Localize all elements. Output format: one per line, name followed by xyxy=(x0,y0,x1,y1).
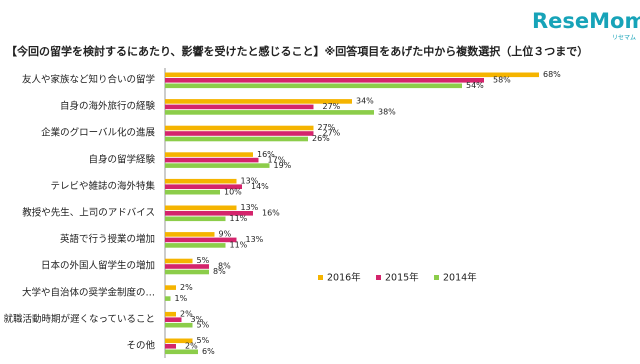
value-label: 8% xyxy=(213,267,226,276)
bar xyxy=(165,72,539,78)
value-label: 1% xyxy=(175,294,188,303)
bar xyxy=(165,317,182,322)
bar xyxy=(165,237,237,243)
value-label: 13% xyxy=(246,235,264,244)
value-label: 8% xyxy=(218,262,231,271)
value-label: 6% xyxy=(202,347,215,356)
bar xyxy=(165,131,314,136)
category-label: 企業のグローバル化の進展 xyxy=(41,127,155,139)
value-label: 16% xyxy=(257,150,275,159)
value-label: 19% xyxy=(274,161,292,170)
logo-kana: リセマム xyxy=(612,35,636,42)
value-label: 34% xyxy=(356,97,374,106)
bar xyxy=(165,269,209,275)
bar xyxy=(165,232,215,237)
value-label: 68% xyxy=(543,70,561,79)
legend-swatch xyxy=(318,275,323,280)
category-label: 日本の外国人留学生の増加 xyxy=(41,260,155,272)
bar xyxy=(165,125,314,131)
chart-title: 【今回の留学を検討するにあたり、影響を受けたと感じること】※回答項目をあげた中か… xyxy=(6,44,588,58)
value-label: 27% xyxy=(323,102,341,111)
bar xyxy=(165,184,242,189)
bar xyxy=(165,349,198,355)
bar xyxy=(165,211,253,216)
category-label: テレビや雑誌の海外特集 xyxy=(50,180,155,192)
value-label: 13% xyxy=(241,203,259,212)
bar xyxy=(165,104,314,110)
bar xyxy=(165,99,352,104)
logo: ReseMom xyxy=(532,9,640,33)
category-label: 教授や先生、上司のアドバイス xyxy=(22,207,155,219)
value-label: 5% xyxy=(197,256,210,265)
value-label: 10% xyxy=(224,187,242,196)
value-label: 2% xyxy=(180,283,193,292)
category-label: 自身の海外旅行の経験 xyxy=(60,100,156,112)
bar xyxy=(165,110,374,115)
value-label: 17% xyxy=(268,155,286,164)
value-label: 5% xyxy=(197,320,210,329)
bar xyxy=(165,322,193,328)
category-label: 就職活動時期が遅くなっていること xyxy=(3,313,155,325)
legend-label: 2016年 xyxy=(327,272,361,284)
bar xyxy=(165,243,226,248)
bar xyxy=(165,83,462,89)
bar xyxy=(165,216,226,222)
category-label: 自身の留学経験 xyxy=(88,153,155,165)
bar xyxy=(165,338,193,344)
bar xyxy=(165,285,176,290)
value-label: 54% xyxy=(466,81,484,90)
legend-label: 2015年 xyxy=(385,272,419,284)
value-label: 2% xyxy=(185,342,198,351)
legend-swatch xyxy=(434,275,439,280)
bar xyxy=(165,136,308,142)
bar xyxy=(165,264,209,269)
bar xyxy=(165,157,259,163)
value-label: 5% xyxy=(197,336,210,345)
value-label: 27% xyxy=(323,129,341,138)
legend-label: 2014年 xyxy=(443,272,477,284)
bar xyxy=(165,189,220,195)
value-label: 11% xyxy=(230,241,248,250)
bar xyxy=(165,78,484,83)
value-label: 13% xyxy=(241,176,259,185)
category-label: 友人や家族など知り合いの留学 xyxy=(22,74,155,86)
value-label: 58% xyxy=(493,76,511,85)
value-label: 27% xyxy=(318,123,336,132)
bar xyxy=(165,205,237,211)
bar xyxy=(165,311,176,317)
bar xyxy=(165,152,253,157)
category-label: 大学や自治体の奨学金制度の… xyxy=(22,286,155,298)
value-label: 3% xyxy=(191,315,204,324)
legend-swatch xyxy=(376,275,381,280)
bar xyxy=(165,178,237,184)
bar xyxy=(165,296,171,301)
value-label: 11% xyxy=(230,214,248,223)
value-label: 2% xyxy=(180,309,193,318)
bar xyxy=(165,258,193,264)
bar xyxy=(165,163,270,168)
value-label: 16% xyxy=(262,209,280,218)
value-label: 9% xyxy=(219,230,232,239)
bar xyxy=(165,344,176,349)
value-label: 14% xyxy=(251,182,269,191)
category-label: 英語で行う授業の増加 xyxy=(60,233,155,245)
category-label: その他 xyxy=(126,340,155,352)
value-label: 38% xyxy=(378,108,396,117)
value-label: 26% xyxy=(312,134,330,143)
